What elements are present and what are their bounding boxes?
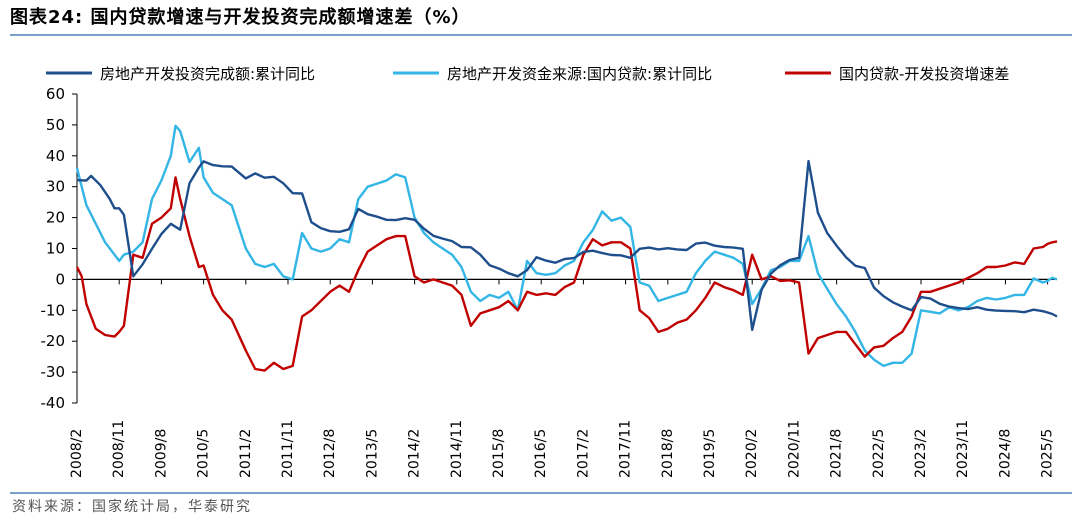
x-tick-label: 2016/5 bbox=[533, 429, 549, 478]
x-tick-label: 2014/2 bbox=[407, 429, 423, 478]
y-tick-label: 60 bbox=[46, 85, 65, 103]
legend-label-2: 房地产开发资金来源:国内贷款:累计同比 bbox=[447, 65, 712, 83]
y-tick-label: -30 bbox=[41, 363, 66, 381]
figure-title: 图表24: 国内贷款增速与开发投资完成额增速差（%） bbox=[10, 7, 471, 28]
x-tick-label: 2009/8 bbox=[153, 429, 169, 478]
x-tick-label: 2012/8 bbox=[322, 429, 338, 478]
y-tick-label: 20 bbox=[46, 209, 65, 227]
x-tick-label: 2022/5 bbox=[871, 429, 887, 478]
x-tick-label: 2011/2 bbox=[238, 429, 254, 478]
x-tick-label: 2021/8 bbox=[829, 429, 845, 478]
source-divider bbox=[10, 492, 1072, 494]
chart-legend: 房地产开发投资完成额:累计同比 房地产开发资金来源:国内贷款:累计同比 国内贷款-开… bbox=[46, 65, 1009, 83]
x-tick-label: 2015/8 bbox=[491, 429, 507, 478]
x-tick-label: 2023/2 bbox=[913, 429, 929, 478]
legend-label-1: 房地产开发投资完成额:累计同比 bbox=[100, 65, 315, 83]
x-tick-label: 2011/11 bbox=[280, 420, 296, 478]
y-tick-label: -10 bbox=[41, 301, 66, 319]
y-tick-label: -20 bbox=[41, 332, 66, 350]
y-tick-label: 10 bbox=[46, 240, 65, 258]
x-tick-label: 2017/11 bbox=[618, 420, 634, 478]
x-tick-label: 2018/8 bbox=[660, 429, 676, 478]
chart-axes: 60 50 40 30 20 10 0 -10 -20 -30 -40 2008/2 2008/11 20… bbox=[41, 85, 1057, 478]
x-tick-label: 2014/11 bbox=[449, 420, 465, 478]
x-tick-label: 2020/2 bbox=[744, 429, 760, 478]
series-line-1 bbox=[76, 159, 1058, 331]
x-tick-label: 2020/11 bbox=[786, 420, 802, 478]
series-line-3 bbox=[75, 176, 1058, 372]
x-tick-label: 2024/8 bbox=[997, 429, 1013, 478]
y-tick-label: 40 bbox=[46, 147, 65, 165]
legend-label-3: 国内贷款-开发投资增速差 bbox=[839, 65, 1009, 83]
chart-series bbox=[75, 124, 1058, 372]
y-tick-label: -40 bbox=[41, 394, 66, 412]
x-tick-label: 2008/11 bbox=[111, 420, 127, 478]
line-chart: 房地产开发投资完成额:累计同比 房地产开发资金来源:国内贷款:累计同比 国内贷款-开… bbox=[41, 65, 1058, 478]
title-divider bbox=[10, 34, 1072, 36]
y-tick-label: 0 bbox=[55, 270, 65, 288]
x-tick-label: 2013/5 bbox=[364, 429, 380, 478]
y-tick-label: 50 bbox=[46, 116, 65, 134]
series-line-2 bbox=[75, 124, 1058, 368]
x-tick-label: 2019/5 bbox=[702, 429, 718, 478]
x-tick-label: 2008/2 bbox=[69, 429, 85, 478]
y-tick-label: 30 bbox=[46, 178, 65, 196]
x-tick-label: 2023/11 bbox=[955, 420, 971, 478]
x-tick-label: 2010/5 bbox=[196, 429, 212, 478]
x-tick-label: 2025/5 bbox=[1040, 429, 1056, 478]
source-note: 资料来源：国家统计局，华泰研究 bbox=[12, 499, 252, 515]
x-tick-label: 2017/2 bbox=[575, 429, 591, 478]
